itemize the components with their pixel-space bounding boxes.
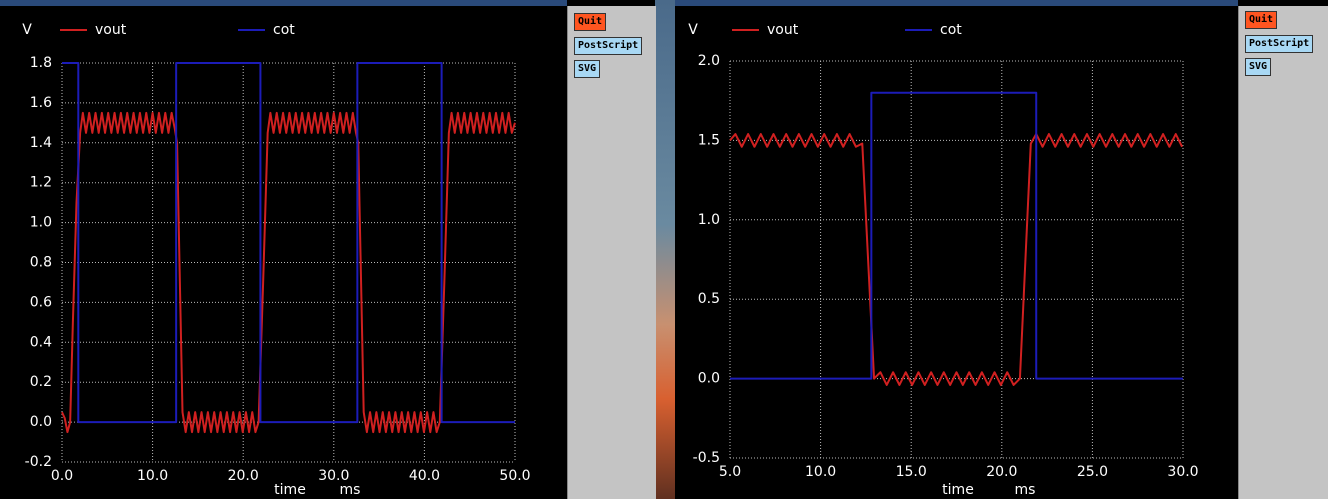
x-tick-label: 50.0 bbox=[499, 468, 530, 484]
x-tick-label: 5.0 bbox=[719, 464, 741, 480]
window-top bbox=[675, 0, 1238, 6]
button-panel: Quit PostScript SVG bbox=[567, 6, 656, 499]
x-axis-label: time bbox=[274, 482, 306, 498]
x-axis-label: time bbox=[942, 482, 974, 498]
series-line bbox=[61, 111, 516, 434]
x-tick-label: 20.0 bbox=[986, 464, 1017, 480]
x-tick-label: 20.0 bbox=[228, 468, 259, 484]
y-tick-label: 0.5 bbox=[698, 291, 720, 307]
y-tick-label: 1.6 bbox=[30, 95, 52, 111]
legend-label: cot bbox=[273, 22, 295, 38]
y-tick-label: 1.0 bbox=[698, 212, 720, 228]
legend-label: vout bbox=[95, 22, 127, 38]
y-tick-label: 0.0 bbox=[30, 414, 52, 430]
postscript-button[interactable]: PostScript bbox=[1245, 35, 1314, 53]
y-tick-label: -0.2 bbox=[25, 454, 52, 470]
x-tick-label: 10.0 bbox=[137, 468, 168, 484]
x-tick-label: 25.0 bbox=[1077, 464, 1108, 480]
x-tick-label: 30.0 bbox=[1167, 464, 1198, 480]
y-tick-label: 1.2 bbox=[30, 175, 52, 191]
y-tick-label: -0.5 bbox=[693, 450, 720, 466]
y-axis-label: V bbox=[22, 22, 32, 38]
y-tick-label: 0.6 bbox=[30, 294, 52, 310]
series-line bbox=[62, 62, 515, 424]
y-axis-label: V bbox=[688, 22, 698, 38]
postscript-button[interactable]: PostScript bbox=[574, 37, 643, 55]
svg-button[interactable]: SVG bbox=[574, 60, 601, 78]
x-tick-label: 15.0 bbox=[896, 464, 927, 480]
y-tick-label: 0.4 bbox=[30, 334, 52, 350]
x-tick-label: 0.0 bbox=[51, 468, 73, 484]
svg-button[interactable]: SVG bbox=[1245, 58, 1272, 76]
y-tick-label: 1.8 bbox=[30, 55, 52, 71]
quit-button[interactable]: Quit bbox=[1245, 11, 1278, 29]
wallpaper bbox=[655, 0, 675, 499]
series-line bbox=[729, 133, 1183, 386]
legend-label: vout bbox=[767, 22, 799, 38]
series-line bbox=[730, 91, 1183, 380]
x-axis-unit: ms bbox=[340, 482, 361, 498]
x-tick-label: 10.0 bbox=[805, 464, 836, 480]
y-tick-label: 0.2 bbox=[30, 374, 52, 390]
y-tick-label: 1.5 bbox=[698, 132, 720, 148]
window-top bbox=[0, 0, 567, 6]
quit-button[interactable]: Quit bbox=[574, 13, 607, 31]
x-tick-label: 40.0 bbox=[409, 468, 440, 484]
button-panel: Quit PostScript SVG bbox=[1238, 6, 1328, 499]
x-tick-label: 30.0 bbox=[318, 468, 349, 484]
y-tick-label: 0.8 bbox=[30, 255, 52, 271]
legend-label: cot bbox=[940, 22, 962, 38]
y-tick-label: 1.0 bbox=[30, 215, 52, 231]
x-axis-unit: ms bbox=[1015, 482, 1036, 498]
y-tick-label: 1.4 bbox=[30, 135, 52, 151]
y-tick-label: 2.0 bbox=[698, 53, 720, 69]
y-tick-label: 0.0 bbox=[698, 371, 720, 387]
